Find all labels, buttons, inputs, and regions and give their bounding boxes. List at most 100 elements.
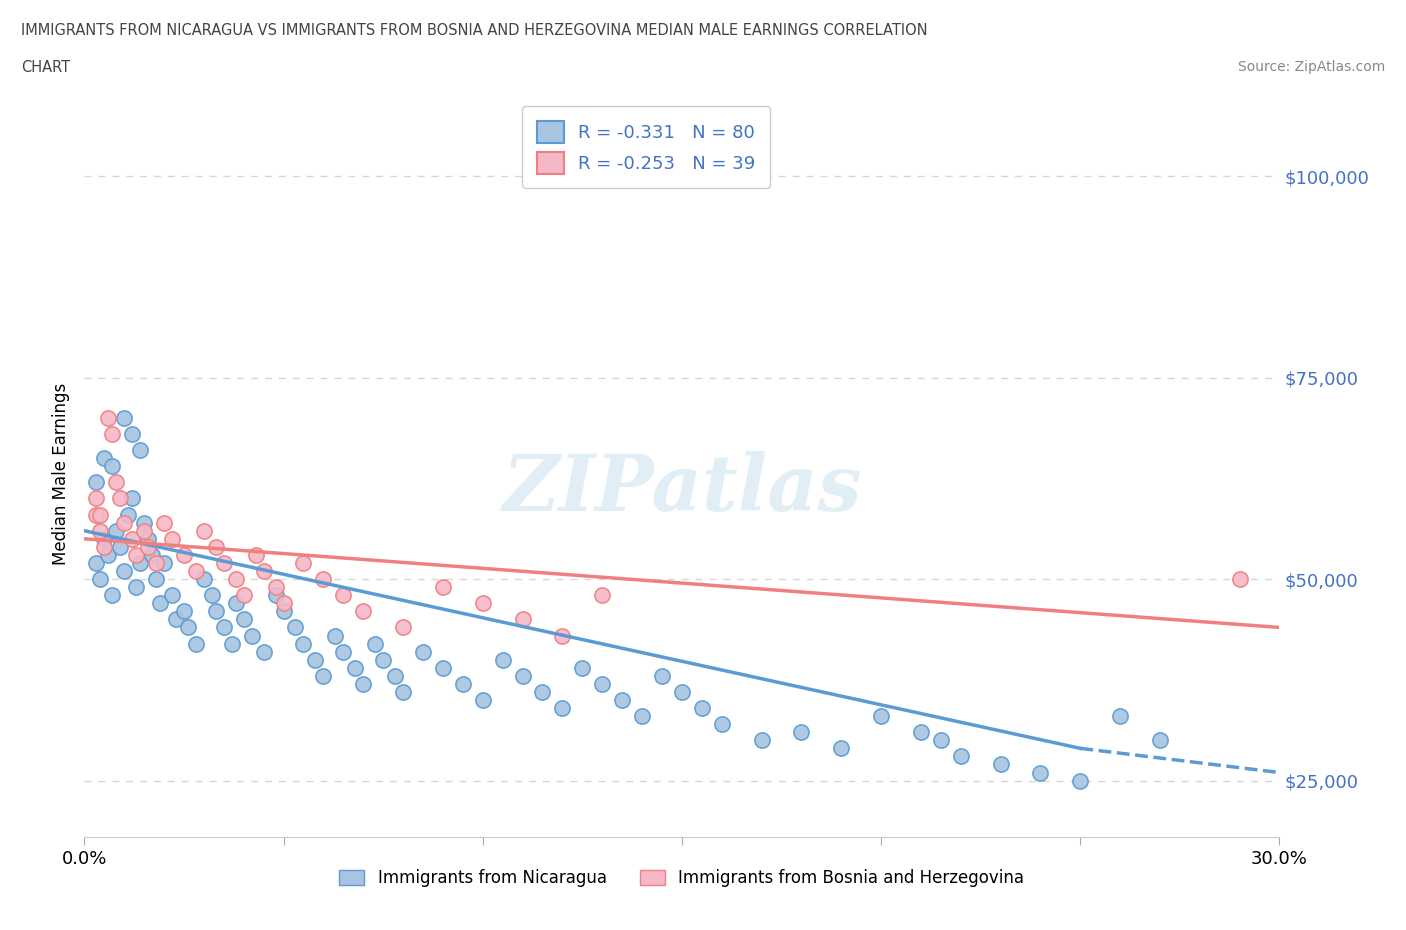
Point (364, 636, 387, 651)
Point (870, 709, 893, 724)
Point (225, 572, 247, 587)
Text: ZIPatlas: ZIPatlas (502, 450, 862, 527)
Point (591, 588, 613, 603)
Point (110, 491, 132, 506)
Point (93, 539, 115, 554)
Point (1029, 765, 1052, 780)
Point (112, 410, 135, 425)
Point (145, 572, 167, 587)
Point (432, 579, 454, 594)
Point (471, 596, 494, 611)
Point (129, 443, 152, 458)
Text: CHART: CHART (21, 60, 70, 75)
Point (125, 579, 148, 594)
Point (184, 564, 207, 578)
Point (86, 475, 108, 490)
Point (97, 410, 120, 425)
Point (344, 660, 367, 675)
Point (165, 612, 187, 627)
Point (232, 588, 254, 603)
Point (97, 548, 120, 563)
Point (86, 555, 108, 570)
Point (141, 548, 163, 563)
Point (129, 555, 152, 570)
Point (101, 458, 124, 473)
Point (512, 612, 534, 627)
Text: IMMIGRANTS FROM NICARAGUA VS IMMIGRANTS FROM BOSNIA AND HERZEGOVINA MEDIAN MALE : IMMIGRANTS FROM NICARAGUA VS IMMIGRANTS … (21, 23, 928, 38)
Point (173, 548, 195, 563)
Point (132, 515, 156, 530)
Point (1109, 709, 1132, 724)
Point (93, 531, 115, 546)
Point (451, 676, 474, 691)
Point (284, 620, 307, 635)
Point (89, 572, 111, 587)
Point (373, 652, 395, 667)
Point (205, 604, 228, 618)
Legend: Immigrants from Nicaragua, Immigrants from Bosnia and Herzegovina: Immigrants from Nicaragua, Immigrants fr… (333, 863, 1031, 894)
Point (751, 733, 773, 748)
Point (112, 564, 135, 578)
Point (240, 628, 263, 643)
Point (1229, 572, 1251, 587)
Point (112, 515, 135, 530)
Point (136, 531, 159, 546)
Point (132, 524, 156, 538)
Point (264, 588, 287, 603)
Point (1069, 773, 1091, 788)
Point (184, 636, 207, 651)
Point (790, 724, 813, 739)
Point (612, 693, 634, 708)
Point (690, 700, 713, 715)
Point (990, 757, 1012, 772)
Point (160, 588, 183, 603)
Point (671, 684, 693, 699)
Point (1149, 733, 1171, 748)
Point (352, 604, 374, 618)
Point (332, 588, 354, 603)
Point (121, 427, 143, 442)
Point (212, 555, 235, 570)
Point (910, 724, 932, 739)
Point (512, 669, 534, 684)
Point (432, 660, 454, 675)
Point (332, 644, 354, 659)
Point (121, 491, 143, 506)
Point (205, 539, 228, 554)
Point (392, 620, 415, 635)
Point (153, 515, 176, 530)
Point (225, 596, 247, 611)
Point (551, 700, 574, 715)
Point (384, 669, 406, 684)
Point (651, 669, 673, 684)
Point (392, 684, 415, 699)
Point (212, 620, 235, 635)
Point (412, 644, 434, 659)
Point (591, 676, 613, 691)
Point (221, 636, 243, 651)
Point (710, 717, 733, 732)
Point (149, 596, 172, 611)
Point (86, 491, 108, 506)
Point (125, 548, 148, 563)
Point (551, 628, 574, 643)
Point (929, 733, 952, 748)
Point (273, 596, 295, 611)
Point (245, 548, 267, 563)
Point (571, 660, 593, 675)
Point (492, 652, 515, 667)
Point (193, 572, 215, 587)
Point (201, 588, 224, 603)
Point (153, 555, 176, 570)
Point (292, 636, 315, 651)
Point (531, 684, 554, 699)
Point (273, 604, 295, 618)
Point (312, 669, 335, 684)
Point (253, 644, 276, 659)
Y-axis label: Median Male Earnings: Median Male Earnings (52, 383, 70, 565)
Point (177, 620, 200, 635)
Point (117, 507, 139, 522)
Point (89, 524, 111, 538)
Text: Source: ZipAtlas.com: Source: ZipAtlas.com (1237, 60, 1385, 74)
Point (631, 709, 654, 724)
